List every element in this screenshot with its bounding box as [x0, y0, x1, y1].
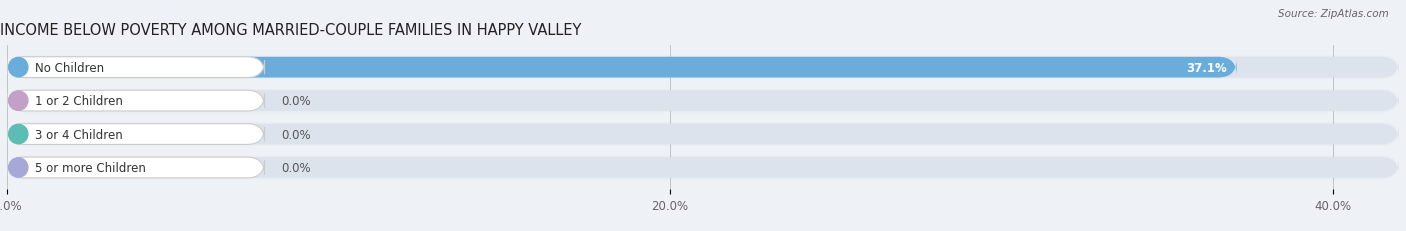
Text: 37.1%: 37.1%: [1185, 61, 1226, 74]
Text: 1 or 2 Children: 1 or 2 Children: [35, 95, 122, 108]
Text: INCOME BELOW POVERTY AMONG MARRIED-COUPLE FAMILIES IN HAPPY VALLEY: INCOME BELOW POVERTY AMONG MARRIED-COUPL…: [0, 23, 582, 38]
FancyBboxPatch shape: [7, 91, 1399, 112]
FancyBboxPatch shape: [7, 124, 264, 145]
Text: 3 or 4 Children: 3 or 4 Children: [35, 128, 122, 141]
FancyBboxPatch shape: [7, 58, 1237, 78]
FancyBboxPatch shape: [7, 91, 264, 112]
FancyBboxPatch shape: [7, 58, 1399, 78]
FancyBboxPatch shape: [7, 56, 1399, 79]
FancyBboxPatch shape: [7, 158, 1399, 178]
Text: 0.0%: 0.0%: [281, 161, 311, 174]
Text: 0.0%: 0.0%: [281, 128, 311, 141]
FancyBboxPatch shape: [7, 89, 1399, 113]
FancyBboxPatch shape: [7, 124, 1399, 145]
Circle shape: [8, 58, 28, 78]
Text: 5 or more Children: 5 or more Children: [35, 161, 145, 174]
FancyBboxPatch shape: [7, 58, 264, 78]
Text: Source: ZipAtlas.com: Source: ZipAtlas.com: [1278, 9, 1389, 19]
Circle shape: [8, 91, 28, 111]
Text: 0.0%: 0.0%: [281, 95, 311, 108]
Circle shape: [8, 125, 28, 144]
Text: No Children: No Children: [35, 61, 104, 74]
FancyBboxPatch shape: [7, 158, 264, 178]
FancyBboxPatch shape: [7, 123, 1399, 146]
Circle shape: [8, 158, 28, 177]
FancyBboxPatch shape: [7, 156, 1399, 179]
